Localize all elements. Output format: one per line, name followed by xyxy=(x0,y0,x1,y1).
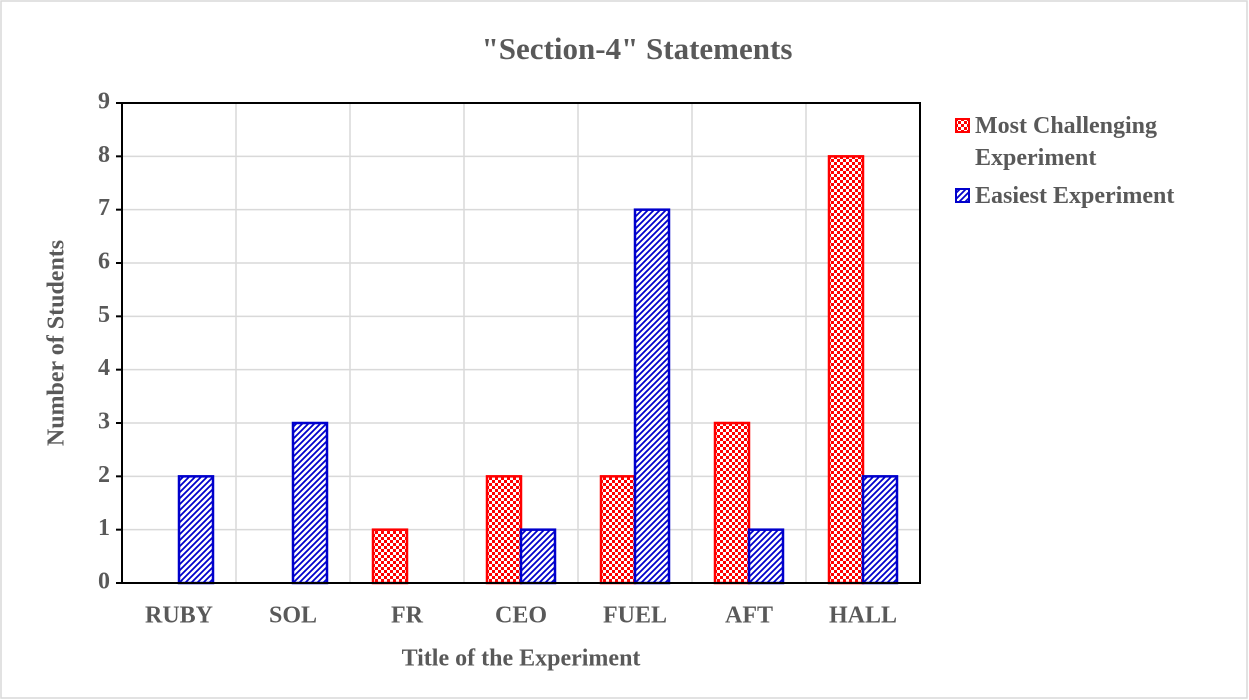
bar xyxy=(713,421,751,585)
legend-label: Most Challenging Experiment xyxy=(975,113,1158,171)
x-tick-label: AFT xyxy=(725,603,773,629)
y-tick-label: 9 xyxy=(98,89,110,115)
bar xyxy=(861,475,899,585)
y-tick-label: 2 xyxy=(98,462,110,488)
y-tick-label: 0 xyxy=(98,569,110,595)
y-tick-label: 1 xyxy=(98,515,110,541)
bar xyxy=(633,208,671,585)
y-tick-label: 4 xyxy=(98,355,110,381)
chart-title: "Section-4" Statements xyxy=(482,31,793,66)
bar xyxy=(599,475,637,585)
plot-frame xyxy=(121,102,921,584)
x-axis-label: Title of the Experiment xyxy=(402,646,641,672)
y-tick-label: 7 xyxy=(98,195,110,221)
bar xyxy=(827,155,865,585)
y-axis-label: Number of Students xyxy=(44,240,70,446)
bar xyxy=(177,475,215,585)
legend-swatch xyxy=(955,118,970,133)
legend-label: Easiest Experiment xyxy=(975,183,1175,209)
x-tick-label: RUBY xyxy=(145,603,213,629)
x-tick-label: FR xyxy=(391,603,424,629)
legend: Most Challenging Experiment Easiest Exper… xyxy=(955,110,1240,218)
y-tick-label: 8 xyxy=(98,142,110,168)
legend-item: Easiest Experiment xyxy=(955,180,1240,212)
bar xyxy=(747,528,785,585)
x-tick-label: HALL xyxy=(829,603,897,629)
x-tick-label: FUEL xyxy=(603,603,667,629)
y-tick-label: 3 xyxy=(98,409,110,435)
bar xyxy=(485,475,523,585)
legend-swatch xyxy=(955,188,970,203)
x-tick-label: SOL xyxy=(269,603,317,629)
legend-item: Most Challenging Experiment xyxy=(955,110,1240,174)
bar xyxy=(291,421,329,585)
bar xyxy=(371,528,409,585)
x-tick-label: CEO xyxy=(495,603,547,629)
bar xyxy=(519,528,557,585)
y-tick-label: 6 xyxy=(98,249,110,275)
y-tick-label: 5 xyxy=(98,302,110,328)
